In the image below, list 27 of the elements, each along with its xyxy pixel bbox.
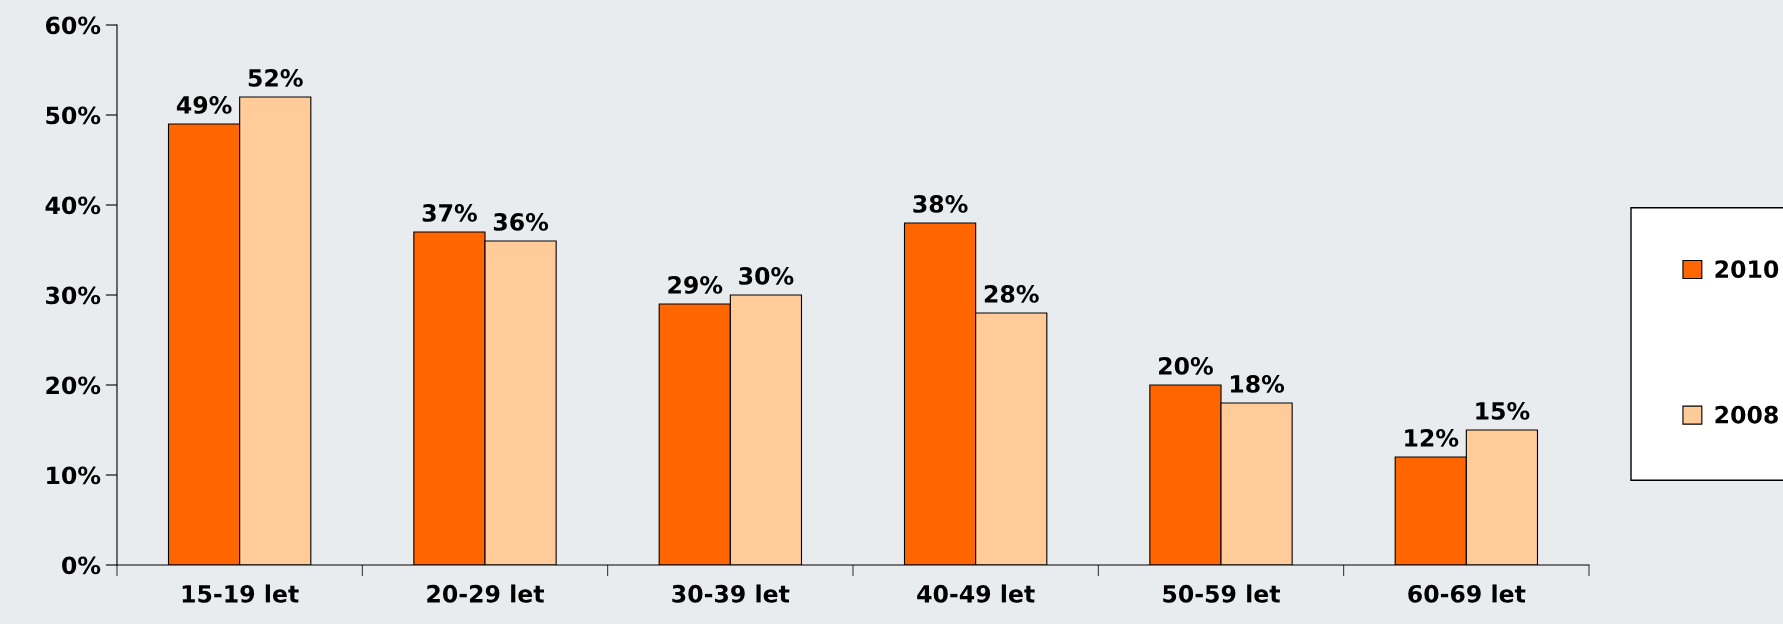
data-label: 12%	[1405, 429, 1459, 447]
legend-label: 2010	[1715, 260, 1779, 279]
y-tick-label: 50%	[46, 106, 101, 125]
data-label: 52%	[248, 69, 303, 87]
y-tick-label: 60%	[45, 16, 101, 35]
x-tick-label: 20-29 let	[427, 584, 545, 603]
y-tick-label: 30%	[46, 286, 101, 305]
data-label: 30%	[739, 267, 794, 285]
data-label: 20%	[1159, 357, 1213, 375]
data-label: 15%	[1476, 402, 1530, 420]
x-tick-label: 30-39 let	[672, 584, 790, 603]
y-tick-label: 20%	[46, 376, 101, 395]
data-label: 29%	[668, 276, 723, 294]
data-label: 37%	[422, 204, 477, 222]
y-tick-label: 40%	[45, 196, 101, 215]
data-label: 28%	[984, 285, 1039, 303]
legend-label: 2008	[1715, 405, 1778, 424]
y-tick-label: 10%	[47, 466, 101, 485]
data-label: 38%	[913, 195, 968, 213]
y-tick-label: 0%	[62, 556, 101, 575]
x-tick-label: 60-69 let	[1408, 584, 1526, 603]
x-tick-label: 50-59 let	[1163, 584, 1281, 603]
data-label: 36%	[493, 213, 549, 231]
data-label: 49%	[176, 96, 232, 114]
x-tick-label: 15-19 let	[182, 584, 299, 603]
x-tick-label: 40-49 let	[917, 584, 1035, 603]
data-label: 18%	[1230, 375, 1285, 393]
